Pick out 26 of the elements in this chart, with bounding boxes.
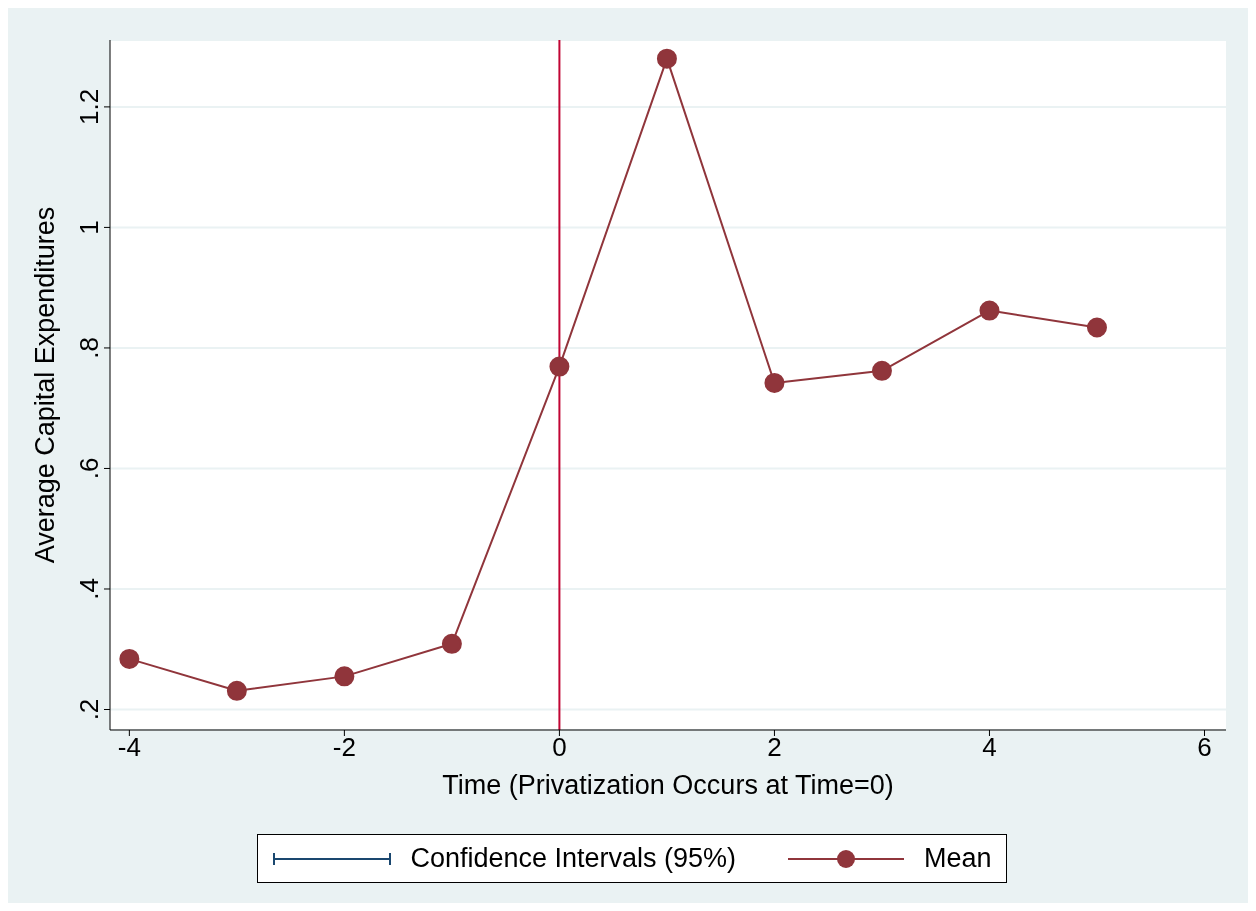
y-axis-title: Average Capital Expenditures [29, 206, 60, 564]
x-tick-label: 4 [982, 732, 997, 763]
point [656, 48, 677, 69]
legend-label: Mean [924, 843, 992, 874]
point [1086, 317, 1107, 338]
x-tick-label: -2 [332, 732, 356, 763]
point [764, 372, 785, 393]
point [334, 666, 355, 687]
x-axis-title: Time (Privatization Occurs at Time=0) [442, 770, 894, 800]
point [226, 680, 247, 701]
x-tick-label: 6 [1197, 732, 1212, 763]
x-tick-label: -4 [117, 732, 141, 763]
y-tick-label: .4 [74, 578, 104, 600]
point [119, 648, 140, 669]
y-tick-label: .8 [74, 337, 104, 359]
y-tick-label: 1.2 [74, 88, 104, 125]
point [979, 300, 1000, 321]
point [441, 633, 462, 654]
legend-label: Confidence Intervals (95%) [410, 843, 737, 874]
y-tick-label: 1 [74, 220, 104, 235]
y-tick-label: .6 [74, 457, 104, 480]
y-tick-label: .2 [74, 698, 104, 721]
x-tick-label: 0 [552, 732, 567, 763]
x-tick-label: 2 [767, 732, 782, 763]
point [871, 360, 892, 381]
point [549, 356, 570, 377]
